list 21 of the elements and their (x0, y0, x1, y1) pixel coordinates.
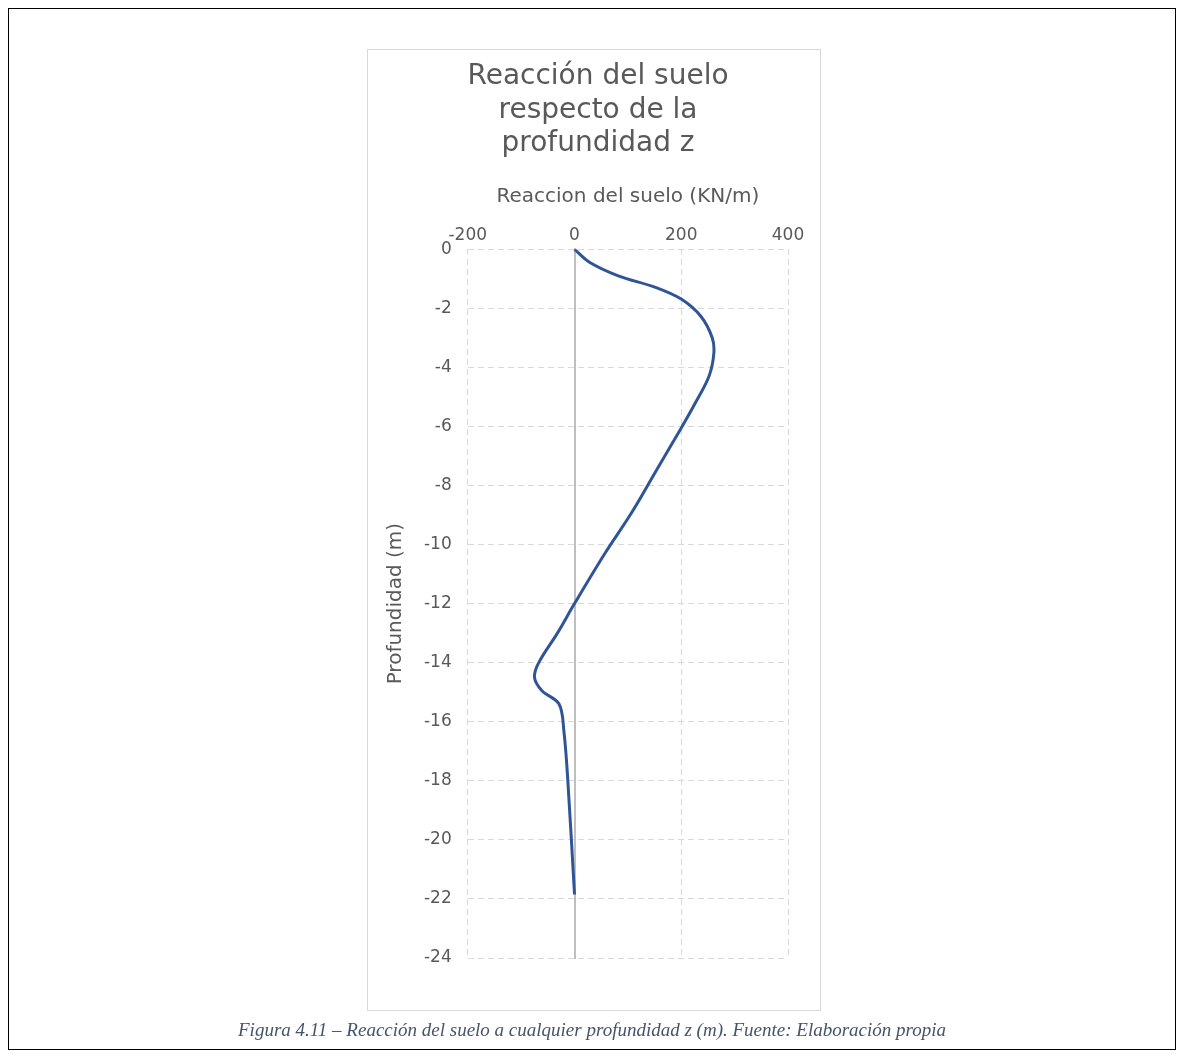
y-tick-label: -12 (423, 592, 452, 613)
y-tick-label: -16 (423, 710, 452, 731)
y-tick-label: -4 (434, 355, 452, 376)
y-tick-label: -8 (434, 473, 452, 494)
y-tick-label: -2 (434, 296, 452, 317)
text: Figura 4.11 – Reacción del suelo a cualquier profundidad z (m). Fuente: Elaboración propia (237, 1019, 947, 1041)
line-series (532, 249, 716, 896)
y-tick-label: -14 (423, 651, 452, 672)
y-tick-label: -10 (423, 532, 452, 553)
x-tick-label: 0 (569, 224, 580, 245)
y-tick-label: -24 (423, 946, 452, 967)
y-tick-label: -18 (423, 769, 452, 790)
y-tick-label: -6 (434, 414, 452, 435)
chart-title: Reacción del suelo respecto de la profundidad z (467, 58, 729, 159)
x-axis-title: Reaccion del suelo (KN/m) (496, 183, 760, 207)
y-tick-label: -22 (423, 887, 452, 908)
y-tick-label: -20 (423, 828, 452, 849)
y-axis-title: Profundidad (m) (381, 522, 406, 685)
y-tick-label: 0 (440, 237, 452, 258)
x-tick-label: 200 (665, 224, 698, 245)
x-tick-label: 400 (771, 224, 805, 245)
